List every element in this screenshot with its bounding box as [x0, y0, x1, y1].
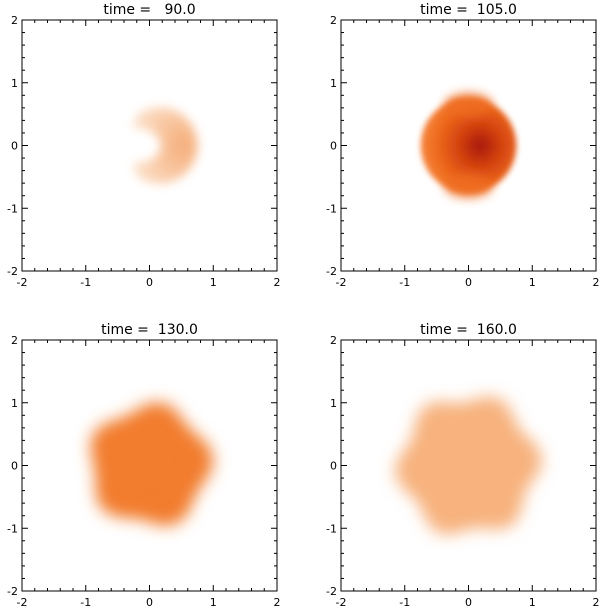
x-tick-label: -2	[336, 276, 347, 289]
y-tick-label: 0	[11, 140, 18, 153]
panel-title: time = 160.0	[420, 322, 517, 338]
x-tick-label: 0	[146, 276, 153, 289]
y-tick-label: 0	[330, 460, 337, 473]
x-tick-label: 1	[210, 596, 217, 609]
y-tick-label: 1	[11, 77, 18, 90]
density-cap-bottom	[444, 174, 493, 199]
panel-title: time = 90.0	[103, 2, 195, 18]
x-tick-label: 2	[593, 276, 600, 289]
x-tick-label: -1	[80, 276, 91, 289]
x-tick-label: 2	[274, 276, 281, 289]
y-tick-label: 1	[330, 77, 337, 90]
panel-1: -2 -1 0 1 2 -2 -1 0 1 2 time = 90.0	[7, 2, 280, 289]
y-tick-label: 2	[330, 334, 337, 347]
panel-3: -2 -1 0 1 2 -2 -1 0 1 2 time = 130.0	[7, 322, 280, 609]
x-tick-label: 1	[210, 276, 217, 289]
x-tick-label: -2	[17, 596, 28, 609]
x-tick-label: -2	[336, 596, 347, 609]
y-tick-label: 1	[330, 397, 337, 410]
x-tick-label: 0	[146, 596, 153, 609]
y-tick-label: -2	[326, 585, 337, 598]
density-field	[90, 402, 214, 526]
y-tick-label: -1	[326, 522, 337, 535]
y-tick-label: -2	[7, 265, 18, 278]
x-tick-label: 0	[465, 276, 472, 289]
y-tick-label: -2	[7, 585, 18, 598]
plot-frame	[21, 19, 278, 272]
x-tick-label: -2	[17, 276, 28, 289]
y-tick-label: -2	[326, 265, 337, 278]
density-inner	[104, 418, 197, 510]
panel-4: -2 -1 0 1 2 -2 -1 0 1 2 time = 160.0	[326, 322, 599, 609]
y-tick-label: -1	[7, 522, 18, 535]
density-field	[420, 92, 517, 199]
x-tick-label: 2	[274, 596, 281, 609]
density-inner	[414, 413, 523, 518]
density-field	[395, 396, 542, 535]
y-tick-label: 2	[11, 334, 18, 347]
x-tick-label: 1	[529, 276, 536, 289]
density-crescent	[132, 107, 198, 184]
y-tick-label: -1	[7, 202, 18, 215]
density-field	[132, 107, 198, 184]
x-tick-label: -1	[399, 276, 410, 289]
y-tick-label: -1	[326, 202, 337, 215]
y-tick-label: 2	[330, 14, 337, 27]
x-tick-label: 2	[593, 596, 600, 609]
x-tick-label: -1	[399, 596, 410, 609]
y-tick-label: 0	[11, 460, 18, 473]
density-disk	[420, 97, 517, 194]
x-tick-label: -1	[80, 596, 91, 609]
y-tick-label: 0	[330, 140, 337, 153]
density-cap-top	[444, 92, 493, 117]
y-tick-label: 2	[11, 14, 18, 27]
panel-2: -2 -1 0 1 2 -2 -1 0 1 2 time = 105.0	[326, 2, 599, 289]
y-tick-label: 1	[11, 397, 18, 410]
panel-title: time = 130.0	[101, 322, 198, 338]
panel-title: time = 105.0	[420, 2, 517, 18]
x-tick-label: 0	[465, 596, 472, 609]
x-tick-label: 1	[529, 596, 536, 609]
